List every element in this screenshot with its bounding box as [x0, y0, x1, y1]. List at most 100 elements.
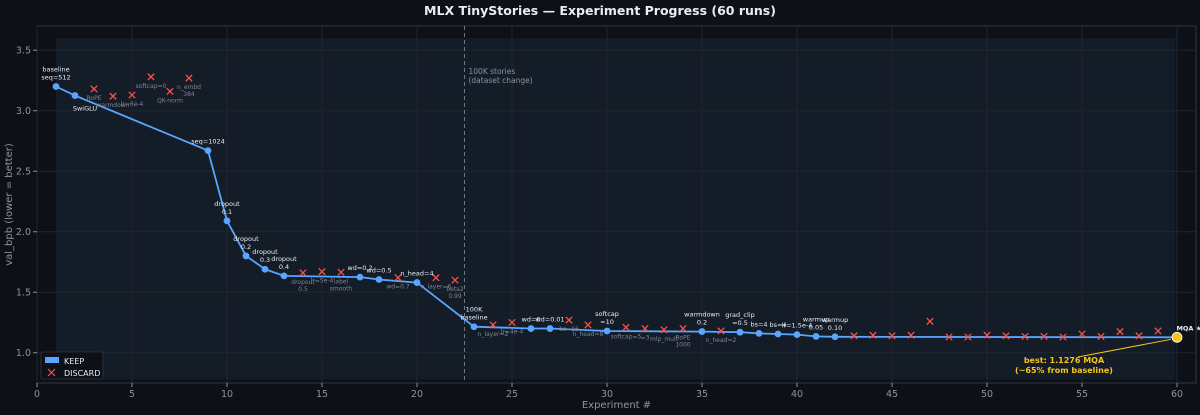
discard-marker [565, 316, 573, 324]
discard-marker-stroke [337, 268, 345, 276]
keep-label: warmup [803, 315, 829, 323]
discard-label: n_layer=2 [478, 331, 509, 338]
keep-label: 100K [466, 306, 483, 314]
discard-marker-stroke [318, 268, 326, 276]
discard-label: RoPE [676, 335, 691, 342]
discard-label: 0.99 [448, 293, 462, 300]
discard-marker-stroke [1002, 332, 1010, 340]
discard-label: lr=4e-4 [501, 328, 524, 335]
keep-marker [603, 327, 611, 335]
keep-marker [812, 333, 820, 340]
discard-marker [128, 91, 136, 99]
keep-label: 0.2 [241, 243, 251, 251]
discard-marker-stroke [888, 332, 896, 340]
keep-marker [223, 217, 231, 225]
x-axis-label: Experiment # [582, 400, 651, 411]
discard-label: n_head=8 [573, 331, 604, 338]
discard-marker-stroke [679, 324, 687, 333]
discard-marker [299, 269, 307, 277]
discard-marker-stroke [1059, 333, 1067, 341]
discard-marker [983, 331, 991, 339]
y-tick-label: 2.5 [16, 167, 31, 178]
discard-marker-stroke [660, 326, 668, 334]
discard-marker [508, 318, 516, 327]
legend-label: KEEP [64, 357, 84, 366]
discard-markers [90, 73, 1162, 341]
discard-marker-stroke [584, 321, 592, 329]
keep-label: 0.2 [697, 319, 707, 327]
best-arrow [1077, 338, 1172, 358]
discard-marker [394, 274, 402, 282]
grid-lines [36, 26, 1196, 383]
keep-label: MQA ★ [1176, 324, 1200, 332]
best-annotation-text: best: 1.1276 MQA [1024, 356, 1105, 365]
x-tick-label: 40 [791, 389, 803, 400]
discard-marker [166, 87, 174, 96]
y-tick-label: 3.5 [16, 46, 31, 57]
keep-label: 0.3 [260, 256, 270, 264]
keep-label: softcap [595, 310, 619, 318]
legend-keep-swatch [45, 357, 59, 363]
best-marker [1171, 331, 1183, 343]
legend-discard-swatch [47, 368, 56, 377]
keep-label: =0.5 [732, 319, 748, 327]
discard-marker [1097, 332, 1105, 341]
discard-marker [1135, 332, 1143, 340]
keep-marker [793, 331, 801, 338]
keep-marker [280, 272, 288, 280]
keep-label: grad_clip [725, 311, 754, 319]
legend: KEEP DISCARD [40, 351, 104, 380]
discard-marker-stroke [109, 92, 117, 100]
discard-marker-stroke [1097, 332, 1105, 341]
discard-marker-stroke [565, 316, 573, 324]
discard-label: softcap=5 [611, 333, 642, 340]
keep-series-line [55, 85, 1178, 339]
discard-marker-stroke [1135, 332, 1143, 340]
discard-label: lr=6e-4 [121, 101, 144, 108]
discard-marker [109, 92, 117, 100]
discard-marker [1078, 330, 1086, 338]
discard-marker [964, 333, 972, 341]
discard-label: n_layer=6 [421, 284, 452, 291]
discard-marker [90, 85, 98, 93]
discard-marker [869, 331, 877, 339]
discard-marker-stroke [1154, 327, 1162, 335]
chart-title: MLX TinyStories — Experiment Progress (6… [424, 3, 776, 18]
keep-label: n_head=4 [400, 270, 433, 278]
keep-marker [242, 252, 250, 260]
discard-marker-stroke [489, 321, 497, 329]
keep-label: warmdown [684, 311, 720, 319]
discard-marker-stroke [432, 274, 440, 282]
best-annotation-text: (~65% from baseline) [1015, 366, 1113, 375]
keep-label: warmup [822, 316, 848, 324]
discard-label: wd=0.7 [386, 284, 409, 291]
discard-label: 384 [183, 91, 195, 98]
keep-label: 0.05 [809, 323, 823, 331]
discard-marker [679, 324, 687, 333]
discard-marker-stroke [147, 73, 155, 81]
dataset-change-label: (dataset change) [469, 76, 533, 85]
x-tick-label: 30 [601, 389, 613, 400]
discard-marker [660, 326, 668, 334]
y-tick-label: 2.0 [16, 227, 31, 238]
y-axis-ticks: 1.0 1.5 2.0 2.5 3.0 3.5 [16, 46, 37, 359]
keep-label: bs=4 [769, 321, 786, 329]
discard-marker [926, 317, 934, 325]
discard-label: bs=16 [559, 326, 579, 333]
discard-marker-stroke [926, 317, 934, 325]
discard-label: 0.5 [298, 286, 308, 293]
x-tick-label: 20 [411, 389, 423, 400]
discard-marker-stroke [983, 331, 991, 339]
keep-marker [71, 92, 79, 99]
keep-label: bs=4 [750, 320, 767, 328]
discard-marker [185, 74, 193, 82]
keep-label: lr=1.5e-4 [782, 322, 813, 330]
discard-label: n_embd [177, 84, 201, 91]
discard-marker [1116, 327, 1124, 336]
discard-label: dropout [291, 279, 315, 286]
discard-marker [432, 274, 440, 282]
dataset-shaded-region [56, 38, 1176, 380]
discard-marker [147, 73, 155, 81]
discard-marker [337, 268, 345, 276]
